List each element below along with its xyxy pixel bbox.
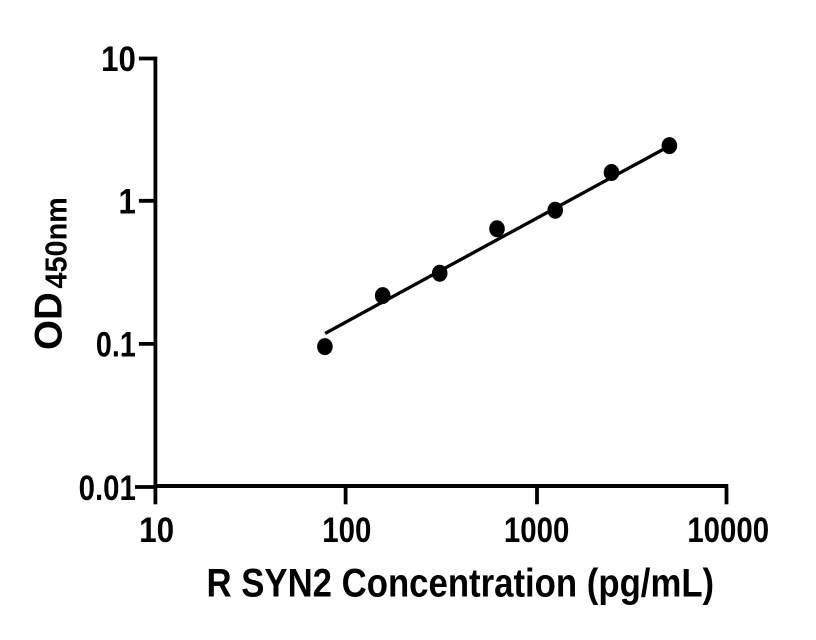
svg-text:0.1: 0.1 <box>96 325 136 364</box>
svg-text:10000: 10000 <box>687 511 769 550</box>
svg-text:10: 10 <box>139 512 174 551</box>
svg-text:R SYN2 Concentration (pg/mL): R SYN2 Concentration (pg/mL) <box>206 561 714 606</box>
svg-text:OD: OD <box>27 292 70 350</box>
svg-text:100: 100 <box>322 511 371 550</box>
svg-text:0.01: 0.01 <box>79 468 136 507</box>
svg-text:1000: 1000 <box>504 511 569 550</box>
svg-text:450nm: 450nm <box>39 197 73 288</box>
svg-text:1: 1 <box>118 183 135 222</box>
svg-text:10: 10 <box>101 41 136 80</box>
